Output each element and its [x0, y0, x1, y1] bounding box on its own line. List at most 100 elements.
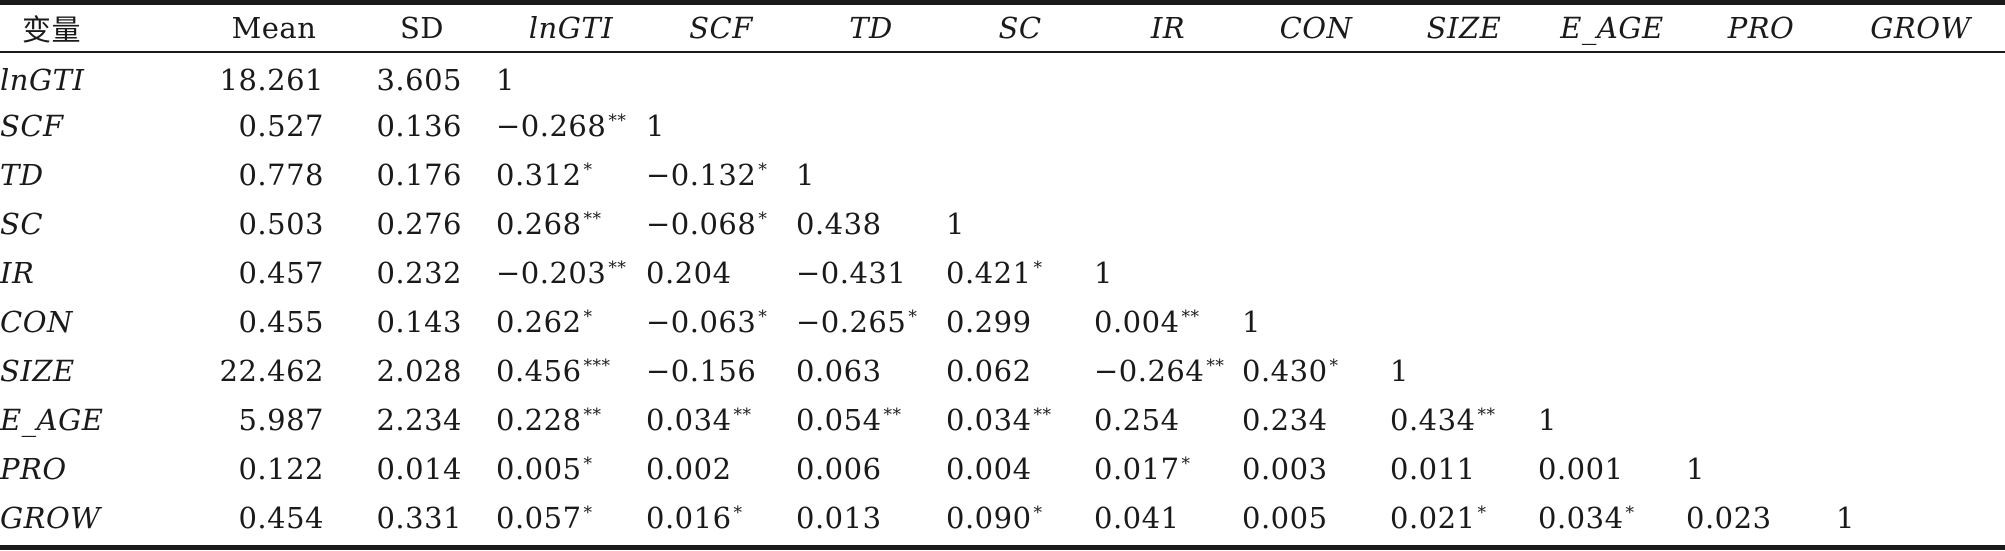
- correlation-value: 0.002: [646, 451, 732, 486]
- correlation-cell: −0.264 **: [1094, 346, 1242, 395]
- significance-stars: *: [758, 159, 768, 180]
- correlation-cell: 0.054 **: [796, 395, 946, 444]
- significance-stars: **: [733, 404, 752, 425]
- row-mean: 0.455: [238, 304, 324, 339]
- correlation-value: 0.054: [796, 402, 882, 437]
- bottom-rule: [0, 545, 2005, 550]
- correlation-cell: [1390, 297, 1538, 346]
- correlation-cell: [1686, 297, 1836, 346]
- row-sd: 0.143: [376, 304, 462, 339]
- correlation-cell: 0.234: [1242, 395, 1390, 444]
- row-variable: SCF: [0, 108, 64, 143]
- correlation-value: 0.034: [946, 402, 1032, 437]
- correlation-value: 0.430: [1242, 353, 1328, 388]
- correlation-cell: 1: [646, 101, 796, 150]
- correlation-value: 0.438: [796, 206, 882, 241]
- header-sc: SC: [998, 10, 1042, 45]
- correlation-cell: [1836, 444, 2005, 493]
- correlation-cell: 0.004 **: [1094, 297, 1242, 346]
- table-row: SIZE 22.462 2.028 0.456 *** −0.156 0.063 0.062−…: [0, 346, 2005, 395]
- header-size: SIZE: [1426, 10, 1502, 45]
- correlation-cell: [1094, 199, 1242, 248]
- correlation-cell: [1242, 150, 1390, 199]
- correlation-cell: 0.262 *: [496, 297, 646, 346]
- row-variable: GROW: [0, 500, 101, 535]
- row-variable: SC: [0, 206, 44, 241]
- significance-stars: **: [1033, 404, 1052, 425]
- correlation-value: −0.264: [1094, 353, 1205, 388]
- correlation-value: −0.203: [496, 255, 607, 290]
- row-variable: PRO: [0, 451, 67, 486]
- correlation-cell: 0.017 *: [1094, 444, 1242, 493]
- correlation-value: 0.004: [946, 451, 1032, 486]
- correlation-cell: [1390, 150, 1538, 199]
- correlation-value: 1: [646, 108, 665, 143]
- correlation-cell: 1: [496, 52, 646, 101]
- correlation-cell: 0.063: [796, 346, 946, 395]
- header-td: TD: [849, 10, 893, 45]
- correlation-cell: [1538, 297, 1686, 346]
- row-sd: 0.014: [376, 451, 462, 486]
- correlation-value: 0.254: [1094, 402, 1180, 437]
- correlation-cell: −0.063 *: [646, 297, 796, 346]
- table-row: lnGTI 18.261 3.605 1: [0, 52, 2005, 101]
- correlation-cell: −0.203 **: [496, 248, 646, 297]
- correlation-value: 0.013: [796, 500, 882, 535]
- correlation-cell: 0.001: [1538, 444, 1686, 493]
- table-row: TD 0.778 0.176 0.312 * −0.132 * 1: [0, 150, 2005, 199]
- correlation-cell: [646, 52, 796, 101]
- correlation-value: 1: [1390, 353, 1409, 388]
- correlation-cell: 0.021 *: [1390, 493, 1538, 542]
- correlation-value: 0.004: [1094, 304, 1180, 339]
- correlation-value: 0.006: [796, 451, 882, 486]
- correlation-value: 0.312: [496, 157, 582, 192]
- correlation-value: 1: [1538, 402, 1557, 437]
- correlation-cell: [1836, 52, 2005, 101]
- header-rule: [0, 51, 2005, 53]
- correlation-value: 0.021: [1390, 500, 1476, 535]
- correlation-value: −0.132: [646, 157, 757, 192]
- header-mean: Mean: [231, 10, 317, 45]
- correlation-cell: 1: [1242, 297, 1390, 346]
- correlation-cell: [1836, 346, 2005, 395]
- row-mean: 0.503: [238, 206, 324, 241]
- correlation-cell: −0.156: [646, 346, 796, 395]
- correlation-cell: [1390, 101, 1538, 150]
- significance-stars: *: [583, 159, 593, 180]
- row-mean: 5.987: [238, 402, 324, 437]
- correlation-cell: [1686, 52, 1836, 101]
- correlation-cell: [1390, 199, 1538, 248]
- significance-stars: **: [608, 110, 627, 131]
- table-row: IR 0.457 0.232 −0.203 ** 0.204 −0.431 0.421 * 1: [0, 248, 2005, 297]
- correlation-value: 1: [1836, 500, 1855, 535]
- significance-stars: *: [1181, 453, 1191, 474]
- significance-stars: **: [883, 404, 902, 425]
- row-mean: 0.122: [238, 451, 324, 486]
- correlation-cell: 0.013: [796, 493, 946, 542]
- row-variable: CON: [0, 304, 73, 339]
- correlation-value: 0.017: [1094, 451, 1180, 486]
- correlation-cell: −0.265 *: [796, 297, 946, 346]
- row-variable: E_AGE: [0, 402, 104, 437]
- correlation-cell: [946, 150, 1094, 199]
- row-mean: 0.457: [238, 255, 324, 290]
- correlation-value: 0.421: [946, 255, 1032, 290]
- correlation-cell: [1538, 150, 1686, 199]
- correlation-cell: [1094, 52, 1242, 101]
- correlation-value: 0.204: [646, 255, 732, 290]
- correlation-value: 0.299: [946, 304, 1032, 339]
- correlation-cell: 0.057 *: [496, 493, 646, 542]
- correlation-value: 1: [1242, 304, 1261, 339]
- header-e-age: E_AGE: [1560, 10, 1664, 45]
- correlation-cell: 0.090 *: [946, 493, 1094, 542]
- row-mean: 0.527: [238, 108, 324, 143]
- correlation-table: 变量 Mean SD lnGTI SCF TD SC IR CON SIZE E…: [0, 3, 2005, 542]
- correlation-cell: [1836, 150, 2005, 199]
- table-row: PRO 0.122 0.014 0.005 * 0.002 0.006 0.004 0.017 *…: [0, 444, 2005, 493]
- row-mean: 0.778: [238, 157, 324, 192]
- significance-stars: *: [1033, 257, 1043, 278]
- correlation-value: 0.228: [496, 402, 582, 437]
- table-row: SCF 0.527 0.136 −0.268 ** 1: [0, 101, 2005, 150]
- correlation-value: 0.262: [496, 304, 582, 339]
- header-con: CON: [1279, 10, 1353, 45]
